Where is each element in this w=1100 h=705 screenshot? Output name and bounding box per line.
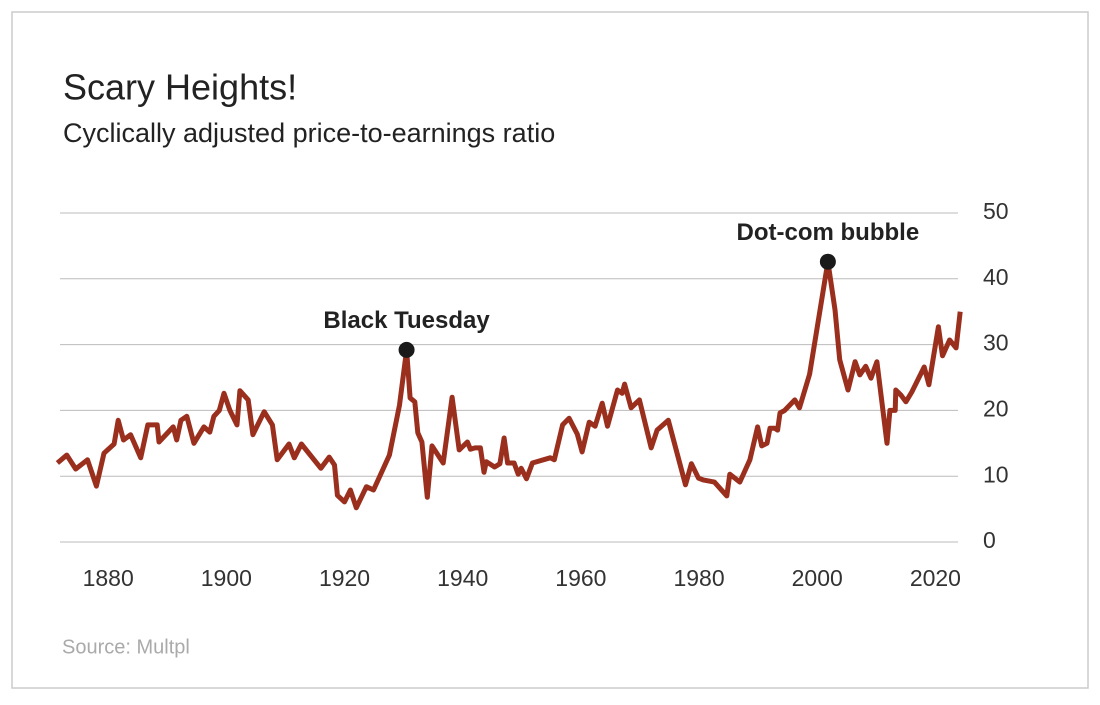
x-tick-label: 1980: [673, 565, 724, 591]
x-tick-label: 1920: [319, 565, 370, 591]
x-tick-label: 1900: [201, 565, 252, 591]
source: Source: Multpl: [62, 636, 190, 658]
x-tick-label: 2000: [792, 565, 843, 591]
y-tick-label: 20: [983, 395, 1009, 421]
x-tick-label: 1940: [437, 565, 488, 591]
annotation-dot: [819, 253, 836, 270]
y-tick-label: 30: [983, 330, 1009, 356]
annotation-label: Black Tuesday: [323, 307, 490, 334]
y-tick-label: 40: [983, 264, 1009, 290]
frame: [11, 11, 1089, 689]
y-tick-label: 10: [983, 461, 1009, 487]
y-tick-label: 0: [983, 527, 996, 553]
x-tick-label: 2020: [910, 565, 961, 591]
chart-subtitle: Cyclically adjusted price-to-earnings ra…: [63, 118, 555, 148]
x-tick-label: 1960: [555, 565, 606, 591]
y-tick-label: 50: [983, 198, 1009, 224]
chart-title: Scary Heights!: [63, 67, 297, 108]
series-line: [55, 259, 963, 511]
annotation-dot: [398, 341, 415, 358]
x-tick-label: 1880: [83, 565, 134, 591]
annotation-label: Dot-com bubble: [737, 219, 920, 246]
